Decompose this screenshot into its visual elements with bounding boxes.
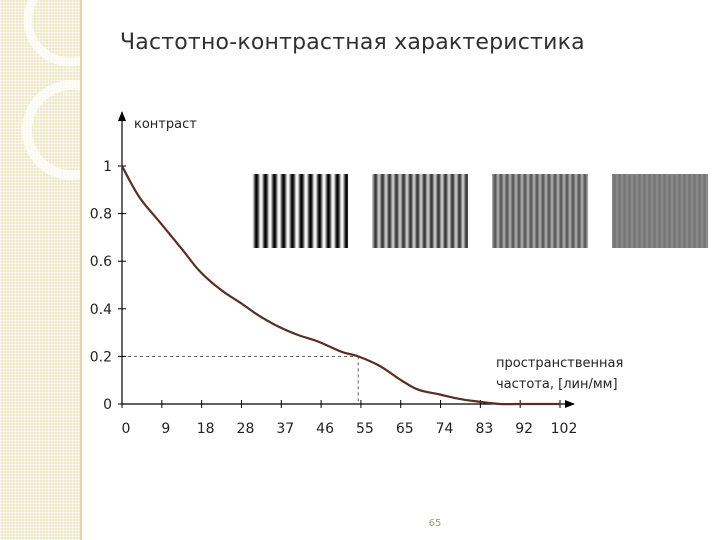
grating-pattern [612, 174, 709, 248]
x-tick-label: 83 [475, 421, 493, 437]
y-tick-label: 1 [103, 159, 112, 175]
y-tick-label: 0 [103, 397, 112, 413]
page-number: 65 [428, 518, 442, 529]
x-tick-label: 92 [515, 421, 533, 437]
x-tick-label: 37 [276, 421, 294, 437]
grating-pattern [492, 174, 589, 248]
x-tick-label: 0 [122, 421, 131, 437]
x-tick-label: 55 [356, 421, 374, 437]
x-tick-label: 46 [316, 421, 334, 437]
x-tick-label: 65 [396, 421, 414, 437]
grating-pattern [372, 174, 469, 248]
x-tick-label: 74 [436, 421, 454, 437]
series [120, 164, 562, 406]
sidebar-divider [80, 0, 82, 540]
slide-title: Частотно-контрастная характеристика [120, 30, 585, 55]
x-tick-label: 18 [197, 421, 215, 437]
grating-pattern [252, 174, 349, 248]
decorative-rings-icon [22, 0, 80, 180]
ticks: 0 9 18 28 37 46 55 65 74 83 92 102 0 0.2 0.4 0.6 0.8 1 [90, 159, 578, 437]
y-tick-label: 0.6 [90, 254, 112, 270]
y-axis-title: контраст [134, 117, 197, 132]
x-tick-label: 28 [237, 421, 255, 437]
x-tick-label: 102 [551, 421, 578, 437]
x-axis-title-line1: пространственная [496, 356, 623, 371]
x-axis-title-line2: частота, [лин/мм] [496, 377, 618, 392]
decorative-sidebar [0, 0, 80, 540]
series-line [120, 164, 562, 406]
grating-patterns [252, 174, 709, 248]
y-tick-label: 0.4 [90, 302, 112, 318]
y-tick-label: 0.8 [90, 207, 112, 223]
x-tick-label: 9 [161, 421, 170, 437]
guide-lines [122, 355, 359, 404]
y-tick-label: 0.2 [90, 349, 112, 365]
